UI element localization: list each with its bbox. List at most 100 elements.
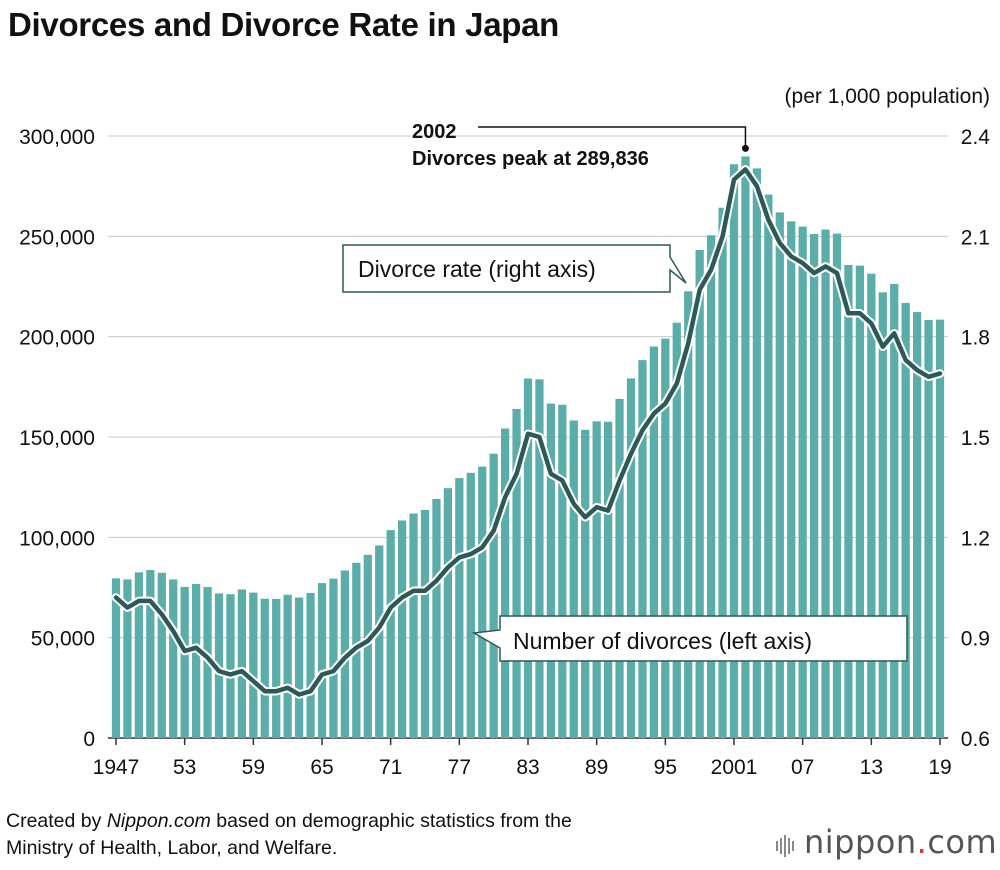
right-tick-label: 1.8 [961,327,990,350]
divorce-bar [237,589,247,738]
source-line2: Ministry of Health, Labor, and Welfare. [6,837,338,859]
divorce-bar [317,583,327,738]
divorce-bar [146,570,155,738]
divorce-bar [123,579,132,738]
x-tick-label: 19 [928,756,951,779]
divorce-bar [638,360,647,738]
rate-line [113,167,943,697]
divorce-bar [466,472,475,738]
divorce-bar [546,403,556,738]
count-callout: Number of divorces (left axis) [471,615,908,662]
divorce-bar [294,597,304,738]
x-tick-label: 77 [448,756,471,779]
divorce-bar [375,545,384,738]
divorce-bar [901,302,910,738]
divorce-bar [249,592,258,738]
divorce-chart: 0 50,000 100,000 150,000 200,000 250,000 300,0… [19,85,991,779]
divorce-bar [729,164,739,739]
x-tick-label: 07 [791,756,814,779]
peak-leader-line [478,126,747,149]
divorce-bar [478,466,487,738]
logo-text: nippon [804,823,917,861]
logo-tld: com [927,823,998,861]
divorce-bar [523,378,533,738]
peak-year-label: 2002 [412,121,457,143]
divorce-bar [363,554,372,738]
x-tick-label: 65 [310,756,333,779]
divorce-bar [615,398,624,738]
divorce-bar [134,572,144,738]
chart-title: Divorces and Divorce Rate in Japan [8,6,560,43]
divorce-bar [111,578,121,738]
left-tick-label: 250,000 [19,226,95,249]
right-tick-label: 1.2 [961,527,990,550]
divorce-bar [535,379,544,738]
left-tick-label: 200,000 [19,327,95,350]
count-callout-text: Number of divorces (left axis) [513,628,812,654]
divorce-bar [157,572,166,738]
x-tick-label: 1947 [93,756,140,779]
divorce-bar [718,207,727,739]
source-prefix: Created by [6,810,107,832]
divorce-bar [420,509,430,738]
x-tick-label: 2001 [711,756,758,779]
divorce-bar [706,235,716,739]
divorce-bar [272,598,281,738]
right-tick-label: 2.1 [961,226,990,249]
divorce-bar [878,292,887,738]
divorce-bar [924,319,933,738]
divorce-rate-line [111,165,945,699]
rate-callout-text: Divorce rate (right axis) [358,256,596,282]
divorce-bar [455,478,464,738]
source-rest: based on demographic statistics from the [210,810,572,832]
divorce-bar [260,598,269,738]
x-tick-label: 95 [654,756,677,779]
peak-value-label: Divorces peak at 289,836 [412,148,649,170]
right-tick-label: 0.9 [961,628,990,651]
divorce-bar [592,421,601,738]
divorce-bar [558,404,567,738]
divorce-bar [832,233,842,738]
x-tick-label: 59 [242,756,265,779]
divorce-bar [855,265,865,738]
left-tick-label: 300,000 [19,126,95,149]
divorce-bar [500,428,510,738]
divorce-bar [764,194,773,738]
divorce-bar [603,421,613,738]
left-tick-label: 150,000 [19,427,95,450]
divorce-bar [569,420,578,738]
divorce-bar [512,408,521,738]
right-tick-label: 2.4 [961,126,991,149]
nippon-logo: nippon.com [776,823,997,863]
divorce-bar [329,578,338,738]
divorce-bar [867,273,876,738]
divorce-bar [844,264,853,738]
divorce-bar [226,594,235,738]
divorce-bar [672,322,681,738]
right-axis-ticks: 0.6 0.9 1.2 1.5 1.8 2.1 2.4 [961,126,991,751]
divorce-bar [752,168,762,738]
x-tick-label: 83 [516,756,539,779]
divorce-bar [787,221,796,738]
logo-dot: . [916,823,928,861]
divorce-bar [432,498,441,738]
divorce-bar [695,250,704,738]
left-axis-ticks: 0 50,000 100,000 150,000 200,000 250,000 300,0… [19,126,95,751]
divorce-bar [741,156,750,739]
right-tick-label: 0.6 [961,728,990,751]
divorce-bar [935,319,945,738]
divorce-bar [306,592,315,738]
divorce-bars [111,156,945,739]
right-tick-label: 1.5 [961,427,990,450]
peak-annotation: 2002 Divorces peak at 289,836 [412,121,749,170]
divorce-bar [581,429,590,738]
x-tick-label: 13 [860,756,883,779]
x-axis-ticks: 1947 53 59 65 71 77 83 89 95 2001 07 13 19 [93,738,952,779]
divorce-bar [169,579,178,738]
divorce-bar [684,291,693,738]
divorce-bar [821,229,830,738]
divorce-bar [912,312,922,738]
divorce-bar [443,488,453,738]
divorce-bar [649,346,659,738]
source-italic: Nippon.com [106,810,211,832]
